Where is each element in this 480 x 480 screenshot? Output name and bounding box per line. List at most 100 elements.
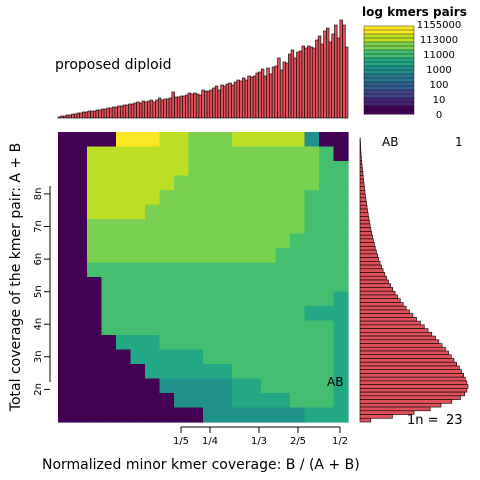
right-histogram-bar — [359, 268, 384, 273]
top-histogram-bar — [282, 61, 286, 119]
top-histogram-bar — [214, 85, 219, 119]
heatmap-cell — [130, 349, 146, 365]
heatmap-cell — [101, 262, 117, 278]
heatmap-cell — [232, 175, 248, 191]
top-histogram-bar — [298, 50, 303, 119]
heatmap-cell — [130, 233, 146, 249]
heatmap-cell — [174, 175, 190, 191]
heatmap-cell — [101, 349, 117, 365]
heatmap-cell — [145, 161, 161, 177]
heatmap-cell — [188, 364, 204, 380]
heatmap-cell — [232, 161, 248, 177]
heatmap-cell — [145, 320, 161, 336]
heatmap-cell — [116, 132, 132, 148]
legend-color-band — [363, 93, 415, 99]
heatmap-cell — [203, 146, 219, 162]
top-histogram-bar — [304, 47, 308, 119]
heatmap-cell — [87, 204, 103, 220]
right-histogram-bar — [359, 376, 466, 382]
right-histogram-bar — [359, 395, 461, 400]
heatmap-cell — [275, 378, 291, 394]
heatmap-cell — [290, 277, 306, 293]
right-histogram-bar — [359, 264, 382, 270]
heatmap-cell — [188, 262, 204, 278]
heatmap-cell — [246, 335, 262, 351]
y-tick-label: 6n — [33, 253, 44, 266]
heatmap-cell — [130, 364, 146, 380]
heatmap-cell — [130, 335, 146, 351]
heatmap-cell — [333, 306, 349, 322]
right-histogram-bar — [359, 242, 375, 247]
top-histogram-bar — [190, 93, 194, 119]
top-histogram-bar — [339, 19, 343, 119]
heatmap-cell — [174, 190, 190, 206]
heatmap-cell — [304, 349, 320, 365]
heatmap-cell — [159, 335, 175, 351]
top-histogram-bar — [301, 45, 305, 119]
heatmap-cell — [130, 248, 146, 264]
heatmap-cell — [72, 393, 88, 409]
heatmap-cell — [319, 291, 335, 307]
heatmap-cell — [217, 146, 233, 162]
heatmap-cell — [275, 175, 291, 191]
top-histogram-bar — [84, 111, 89, 119]
heatmap-cell — [87, 393, 103, 409]
heatmap-cell — [290, 407, 306, 423]
x-axis: 1/5 1/4 1/3 2/5 1/2 — [173, 426, 348, 447]
heatmap-cell — [319, 132, 335, 148]
heatmap-cell — [72, 306, 88, 322]
heatmap-cell — [246, 291, 262, 307]
heatmap-cell — [246, 175, 262, 191]
heatmap-cell — [72, 335, 88, 351]
heatmap-cell — [174, 306, 190, 322]
heatmap-cell — [116, 378, 132, 394]
heatmap-cell — [203, 219, 219, 235]
heatmap-cell — [290, 146, 306, 162]
heatmap-cell — [58, 161, 74, 177]
top-histogram-bar — [274, 65, 278, 119]
heatmap-cell — [232, 393, 248, 409]
right-histogram-bar — [359, 343, 443, 348]
top-histogram-bar — [87, 110, 91, 119]
heatmap-cell — [159, 407, 175, 423]
heatmap-cell — [116, 219, 132, 235]
footer-value: 23 — [446, 413, 463, 428]
top-histogram-bar — [285, 62, 289, 119]
top-histogram-bar — [315, 39, 319, 119]
heatmap-cell — [130, 190, 146, 206]
heatmap-cell — [319, 190, 335, 206]
heatmap-cell — [290, 204, 306, 220]
right-histogram-bar — [359, 182, 365, 187]
heatmap-cell — [72, 233, 88, 249]
heatmap-cell — [246, 248, 262, 264]
heatmap-cell — [130, 146, 146, 162]
heatmap-cell — [87, 146, 103, 162]
heatmap-cell — [246, 407, 262, 423]
heatmap-cell — [72, 364, 88, 380]
top-histogram-bar — [160, 99, 165, 119]
right-histogram-bar — [359, 234, 373, 240]
heatmap-cell — [72, 407, 88, 423]
heatmap-cell — [304, 146, 320, 162]
heatmap-cell — [130, 204, 146, 220]
right-histogram-bar — [359, 335, 436, 341]
heatmap-cell — [101, 161, 117, 177]
heatmap-cell — [217, 306, 233, 322]
heatmap-cell — [203, 204, 219, 220]
heatmap-cell — [261, 393, 277, 409]
right-histogram-bar — [359, 197, 367, 202]
heatmap-cell — [217, 161, 233, 177]
heatmap-cell — [87, 320, 103, 336]
legend-color-band — [363, 41, 415, 47]
top-histogram-bar — [323, 30, 327, 119]
heatmap-cell — [116, 393, 132, 409]
top-histogram-bar — [290, 49, 295, 119]
heatmap-cell — [159, 175, 175, 191]
heatmap-cell — [72, 248, 88, 264]
heatmap-cell — [232, 378, 248, 394]
heatmap-cell — [304, 132, 320, 148]
y-axis-label: Total coverage of the kmer pair: A + B — [8, 143, 24, 412]
heatmap-cell — [232, 291, 248, 307]
heatmap-cell — [275, 262, 291, 278]
top-histogram-bar — [279, 69, 284, 119]
